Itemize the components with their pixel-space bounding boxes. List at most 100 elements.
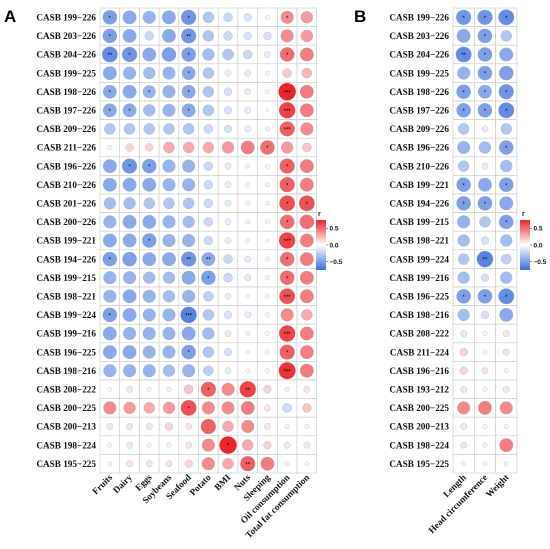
- significance-mark: **: [245, 388, 250, 394]
- correlation-circle: [265, 312, 270, 318]
- correlation-circle: [245, 182, 251, 188]
- correlation-circle: [242, 439, 254, 451]
- row-label: CASB 211−224: [390, 347, 450, 357]
- row-label: CASB 198−226: [36, 87, 96, 97]
- correlation-circle: [482, 386, 488, 392]
- correlation-circle: [163, 197, 175, 209]
- correlation-circle: [224, 162, 232, 170]
- correlation-circle: [279, 251, 295, 267]
- significance-mark: *: [187, 16, 190, 22]
- correlation-circle: [240, 456, 256, 472]
- row-label: CASB 199−225: [389, 68, 449, 78]
- significance-mark: *: [462, 16, 465, 22]
- correlation-circle: [201, 457, 215, 471]
- correlation-circle: [304, 461, 310, 467]
- correlation-circle: [265, 256, 270, 262]
- significance-mark: **: [186, 35, 191, 41]
- correlation-circle: [203, 124, 213, 134]
- correlation-circle: [500, 160, 513, 173]
- correlation-circle: [498, 102, 515, 119]
- correlation-circle: [221, 141, 235, 154]
- correlation-circle: [142, 308, 156, 322]
- correlation-circle: [126, 423, 133, 430]
- correlation-circle: [299, 177, 314, 192]
- correlation-circle: [224, 106, 233, 115]
- correlation-circle: [265, 126, 270, 132]
- correlation-circle: [502, 348, 510, 356]
- significance-mark: *: [109, 16, 112, 22]
- correlation-circle: [302, 403, 312, 413]
- row-label: CASB 200−213: [389, 422, 449, 432]
- correlation-circle: [223, 31, 233, 41]
- correlation-circle: [503, 424, 509, 429]
- correlation-circle: [456, 103, 471, 118]
- correlation-circle: [185, 423, 192, 430]
- row-label: CASB 199−221: [389, 180, 449, 190]
- correlation-circle: [279, 177, 295, 193]
- row-label: CASB 204−226: [389, 50, 449, 60]
- correlation-circle: [203, 217, 213, 227]
- correlation-circle: [278, 102, 296, 119]
- correlation-circle: [281, 141, 294, 154]
- correlation-circle: [219, 436, 237, 454]
- row-label: CASB 209−226: [389, 124, 449, 134]
- colorbar-tick-label: 0.0: [330, 242, 339, 249]
- correlation-circle: [102, 233, 117, 248]
- significance-mark: *: [505, 90, 508, 96]
- row-label: CASB 193−212: [389, 385, 449, 395]
- correlation-circle: [280, 308, 294, 322]
- correlation-circle: [478, 401, 492, 415]
- row-label: CASB 208−222: [389, 329, 449, 339]
- row-label: CASB 194−226: [389, 199, 449, 209]
- significance-mark: *: [462, 183, 465, 189]
- correlation-circle: [300, 11, 313, 24]
- correlation-circle: [164, 422, 173, 431]
- row-label: CASB 210−226: [36, 180, 96, 190]
- correlation-circle: [181, 28, 197, 44]
- correlation-circle: [224, 69, 232, 77]
- correlation-circle: [279, 214, 295, 230]
- correlation-circle: [181, 103, 196, 118]
- row-label: CASB 200−226: [36, 217, 96, 227]
- correlation-circle: [107, 442, 113, 448]
- correlation-circle: [102, 251, 118, 267]
- correlation-circle: [461, 461, 467, 467]
- correlation-circle: [456, 289, 471, 304]
- correlation-circle: [244, 125, 252, 133]
- correlation-circle: [457, 234, 470, 247]
- correlation-circle: [265, 200, 270, 206]
- correlation-circle: [299, 345, 314, 359]
- correlation-circle: [279, 121, 295, 137]
- correlation-circle: [102, 103, 117, 118]
- correlation-circle: [240, 140, 255, 155]
- correlation-circle: [244, 88, 252, 96]
- correlation-circle: [299, 47, 314, 62]
- correlation-circle: [265, 70, 270, 76]
- correlation-circle: [279, 270, 295, 285]
- correlation-circle: [284, 461, 290, 467]
- column-label: BMI: [212, 472, 232, 492]
- correlation-circle: [245, 163, 251, 169]
- correlation-circle: [480, 310, 489, 319]
- correlation-circle: [142, 47, 157, 62]
- correlation-circle: [224, 237, 232, 244]
- correlation-circle: [181, 326, 196, 341]
- row-label: CASB 197−226: [36, 106, 96, 116]
- correlation-circle: [265, 331, 270, 336]
- correlation-circle: [142, 252, 157, 266]
- correlation-circle: [181, 84, 196, 99]
- correlation-circle: [180, 306, 197, 324]
- correlation-circle: [182, 215, 195, 228]
- row-label: CASB 209−226: [36, 124, 96, 134]
- correlation-circle: [477, 103, 493, 118]
- correlation-circle: [102, 326, 117, 341]
- significance-mark: *: [286, 183, 289, 189]
- correlation-circle: [104, 123, 116, 135]
- row-label: CASB 211−226: [37, 143, 97, 153]
- correlation-circle: [102, 84, 117, 99]
- correlation-circle: [303, 385, 311, 393]
- significance-mark: *: [484, 35, 487, 41]
- correlation-circle: [202, 346, 215, 358]
- correlation-circle: [162, 29, 176, 43]
- correlation-circle: [123, 66, 137, 80]
